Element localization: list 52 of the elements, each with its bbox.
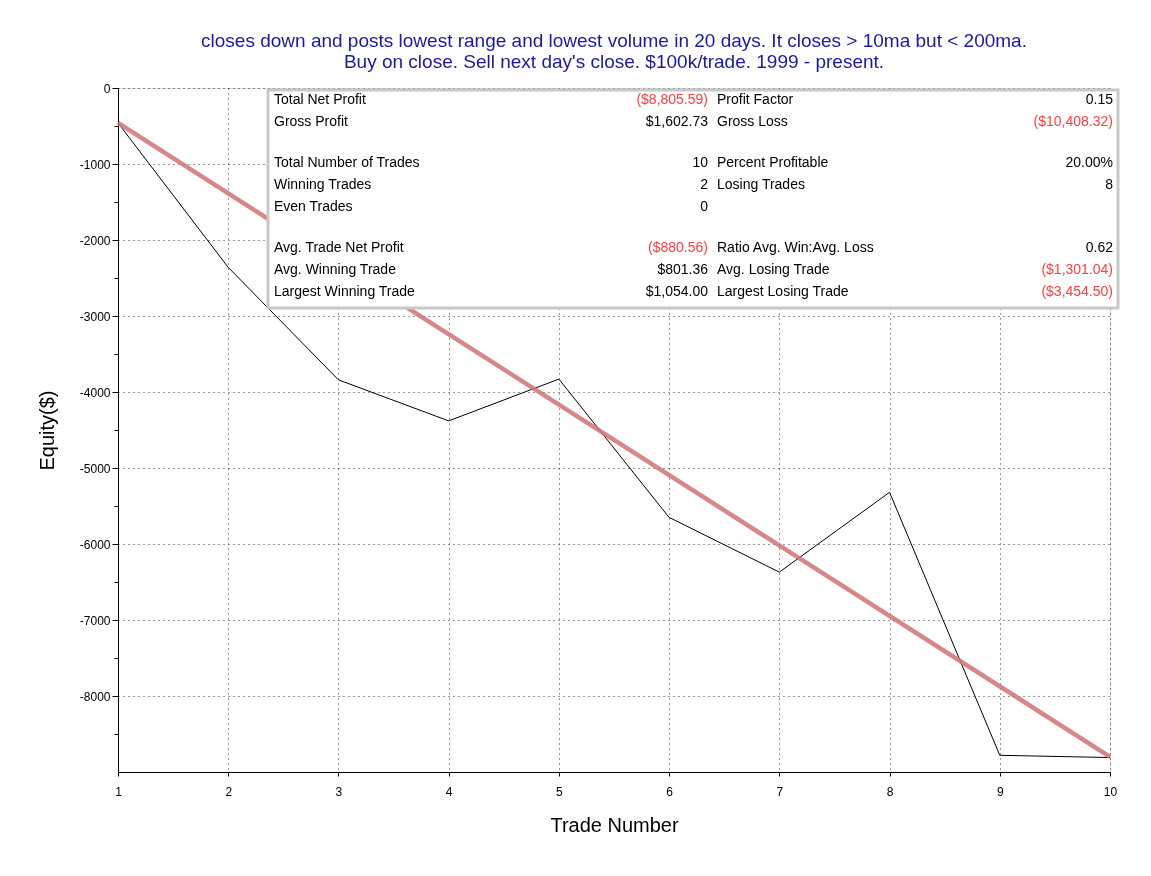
annotation: ($1,301.04) <box>1041 261 1113 277</box>
y-tick-label: -5000 <box>79 461 111 476</box>
x-tick-label: 1 <box>115 784 123 799</box>
y-tick-label: -2000 <box>79 233 111 248</box>
annotation: 2 <box>700 176 709 192</box>
annotation: Profit Factor <box>717 91 794 107</box>
annotation: Losing Trades <box>717 176 805 192</box>
y-tick-label: -3000 <box>79 309 111 324</box>
annotation: Largest Winning Trade <box>274 283 416 299</box>
chart-title: closes down and posts lowest range and lowest volume in 20 days. It closes > 10ma but < 200ma. Buy on close. Sell next day's close. $100k/trade. 1999 - present. <box>201 30 1027 72</box>
annotation: 20.00% <box>1065 154 1113 170</box>
x-tick-label: 5 <box>556 784 564 799</box>
annotation: Total Number of Trades <box>274 154 420 170</box>
annotation: Largest Losing Trade <box>717 283 849 299</box>
x-tick-label: 9 <box>996 784 1004 799</box>
annotation: 0 <box>700 198 709 214</box>
annotation: 0.15 <box>1085 91 1114 107</box>
x-tick-label: 6 <box>666 784 674 799</box>
annotation: Winning Trades <box>274 176 372 192</box>
x-tick-label: 4 <box>445 784 453 799</box>
annotation: ($10,408.32) <box>1033 113 1113 129</box>
annotation: ($880.56) <box>648 239 708 255</box>
annotation: Gross Profit <box>274 113 349 129</box>
annotation: 8 <box>1105 176 1114 192</box>
annotation: 10 <box>692 154 709 170</box>
annotation: Avg. Trade Net Profit <box>274 239 404 255</box>
annotation: Total Net Profit <box>274 91 366 107</box>
annotation: Gross Loss <box>717 113 788 129</box>
annotation: $1,054.00 <box>645 283 709 299</box>
annotation: Ratio Avg. Win:Avg. Loss <box>717 239 874 255</box>
annotation: $1,602.73 <box>645 113 709 129</box>
x-tick-label: 3 <box>335 784 343 799</box>
y-tick-label: -8000 <box>79 689 111 704</box>
annotation: Even Trades <box>274 198 353 214</box>
x-tick-label: 8 <box>886 784 894 799</box>
annotation: $801.36 <box>657 261 709 277</box>
x-tick-label: 2 <box>225 784 233 799</box>
y-tick-label: -7000 <box>79 613 111 628</box>
annotation: Avg. Losing Trade <box>717 261 830 277</box>
annotation: Avg. Winning Trade <box>274 261 397 277</box>
annotation: ($8,805.59) <box>636 91 708 107</box>
x-axis-title: Trade Number <box>550 813 679 836</box>
annotation: Percent Profitable <box>717 154 829 170</box>
y-axis-title: Equity($) <box>35 390 58 471</box>
y-tick-label: -4000 <box>79 385 111 400</box>
y-tick-label: -1000 <box>79 157 111 172</box>
annotation: ($3,454.50) <box>1041 283 1113 299</box>
y-tick-label: -6000 <box>79 537 111 552</box>
x-tick-label: 10 <box>1103 784 1118 799</box>
annotation: 0.62 <box>1085 239 1114 255</box>
x-tick-label: 7 <box>776 784 784 799</box>
y-tick-label: 0 <box>103 81 111 96</box>
